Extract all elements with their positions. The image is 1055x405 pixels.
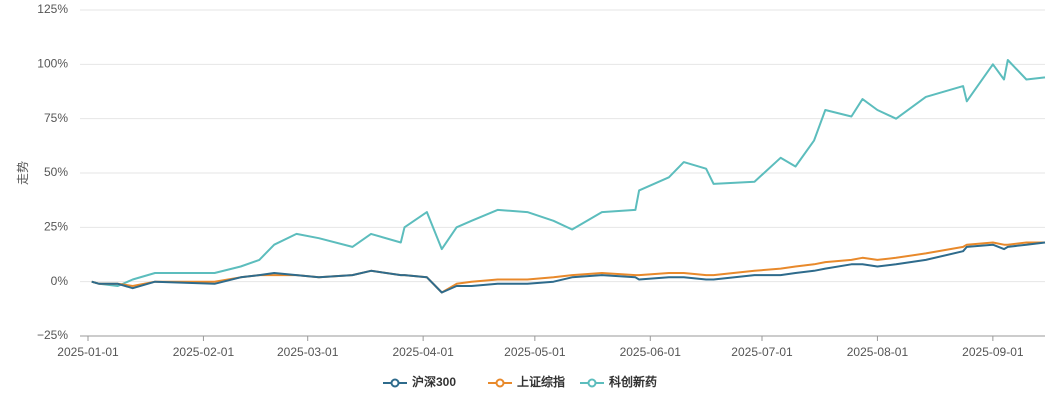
series-line — [91, 241, 1046, 294]
legend-marker — [587, 378, 597, 388]
y-tick-label: 50% — [44, 165, 68, 179]
x-tick-label: 2025-03-01 — [277, 345, 339, 359]
y-tick-label: 75% — [44, 111, 68, 125]
legend-marker — [495, 378, 505, 388]
legend-marker — [390, 378, 400, 388]
legend-label: 沪深300 — [412, 374, 456, 389]
x-tick-label: 2025-07-01 — [731, 345, 793, 359]
y-axis-label: 走势 — [16, 161, 30, 185]
series-line — [91, 241, 1045, 294]
x-tick-label: 2025-09-01 — [962, 345, 1024, 359]
x-tick-label: 2025-01-01 — [57, 345, 119, 359]
legend-label: 上证综指 — [517, 374, 565, 389]
x-tick-label: 2025-06-01 — [620, 345, 682, 359]
y-tick-label: 0% — [51, 274, 69, 288]
x-tick-label: 2025-04-01 — [392, 345, 454, 359]
x-tick-label: 2025-08-01 — [847, 345, 909, 359]
y-tick-label: 25% — [44, 220, 68, 234]
series-line — [91, 59, 1046, 287]
y-tick-label: 125% — [37, 2, 68, 16]
legend-label: 科创新药 — [609, 374, 657, 389]
y-tick-label: −25% — [37, 328, 68, 342]
x-tick-label: 2025-05-01 — [504, 345, 566, 359]
y-tick-label: 100% — [37, 57, 68, 71]
x-tick-label: 2025-02-01 — [173, 345, 235, 359]
